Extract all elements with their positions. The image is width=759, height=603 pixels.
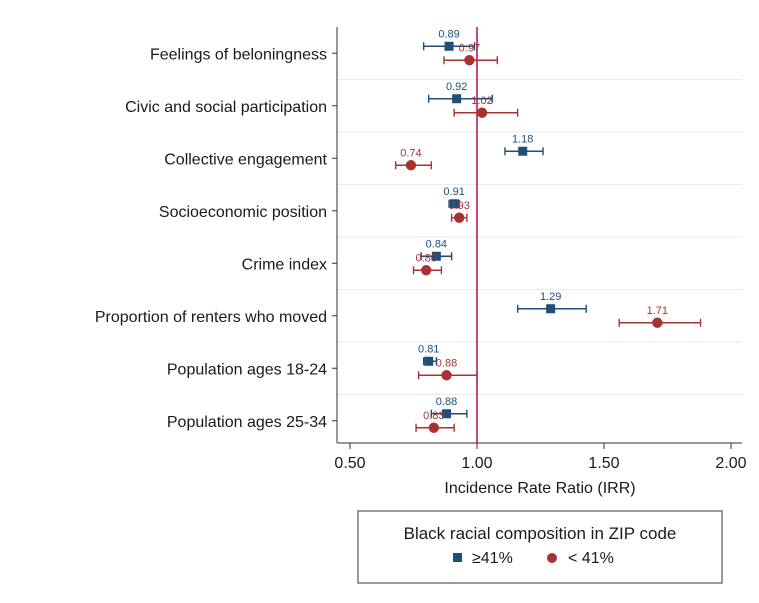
data-point: [652, 317, 663, 328]
x-tick-label: 0.50: [334, 455, 365, 472]
data-label: 0.93: [449, 200, 470, 212]
legend-title: Black racial composition in ZIP code: [404, 524, 677, 543]
data-point: [452, 94, 462, 104]
legend-marker-circle: [547, 553, 557, 563]
category-label: Civic and social participation: [125, 99, 327, 116]
data-label: 0.84: [426, 238, 447, 250]
series-1: 0.89 0.92 1.18 0.91 0.84 1.29 0.81 0.88: [418, 28, 587, 419]
x-tick-label: 1.50: [588, 455, 619, 472]
x-tick-label: 2.00: [715, 455, 746, 472]
legend-label-series-1: ≥41%: [472, 550, 513, 567]
data-label: 0.81: [418, 343, 439, 355]
data-point: [476, 107, 488, 118]
data-label: 1.71: [647, 305, 668, 317]
x-tick-label: 1.00: [461, 455, 492, 472]
data-label: 0.88: [436, 396, 457, 408]
category-label: Proportion of renters who moved: [95, 309, 327, 326]
legend-box: [357, 510, 723, 584]
data-label: 0.83: [423, 410, 444, 422]
data-point: [428, 422, 440, 433]
legend-label-series-2: < 41%: [568, 550, 614, 567]
data-label: 0.92: [446, 81, 467, 93]
category-label: Collective engagement: [164, 151, 327, 168]
category-label: Socioeconomic position: [159, 204, 327, 221]
data-label: 0.80: [415, 252, 436, 264]
data-point: [424, 356, 434, 366]
data-point: [546, 304, 556, 314]
category-label: Population ages 18-24: [167, 361, 327, 378]
category-label: Crime index: [242, 256, 327, 273]
data-label: 0.91: [443, 186, 464, 198]
category-label: Feelings of beloningness: [150, 46, 327, 63]
data-point: [464, 55, 475, 66]
data-label: 0.74: [400, 147, 421, 159]
legend-marker-square: [453, 553, 462, 562]
series-2: 0.97 1.02 0.74 0.93 0.80 1.71 0.88 0.83: [395, 42, 702, 433]
legend: Black racial composition in ZIP code ≥41…: [357, 510, 723, 584]
plot-background: [337, 27, 742, 443]
data-label: 1.18: [512, 133, 533, 145]
data-label: 1.29: [540, 291, 561, 303]
data-point: [421, 265, 432, 276]
data-point: [444, 41, 454, 51]
data-point: [454, 212, 465, 223]
data-label: 0.97: [459, 42, 480, 54]
plot-area: [336, 27, 742, 444]
data-point: [442, 409, 452, 419]
data-label: 1.02: [471, 95, 492, 107]
data-point: [518, 146, 528, 156]
data-point: [449, 199, 459, 209]
category-axis: Feelings of beloningness Civic and social…: [95, 46, 337, 431]
data-point: [431, 251, 441, 261]
series-layer: 0.89 0.92 1.18 0.91 0.84 1.29 0.81 0.88 0.97 1.02…: [395, 28, 702, 433]
data-label: 0.89: [438, 28, 459, 40]
x-axis: 0.50 1.00 1.50 2.00: [334, 443, 747, 472]
category-label: Population ages 25-34: [167, 414, 327, 431]
data-point: [405, 160, 417, 171]
data-point: [441, 370, 452, 381]
data-label: 0.88: [436, 357, 457, 369]
x-axis-title: Incidence Rate Ratio (IRR): [444, 480, 635, 497]
